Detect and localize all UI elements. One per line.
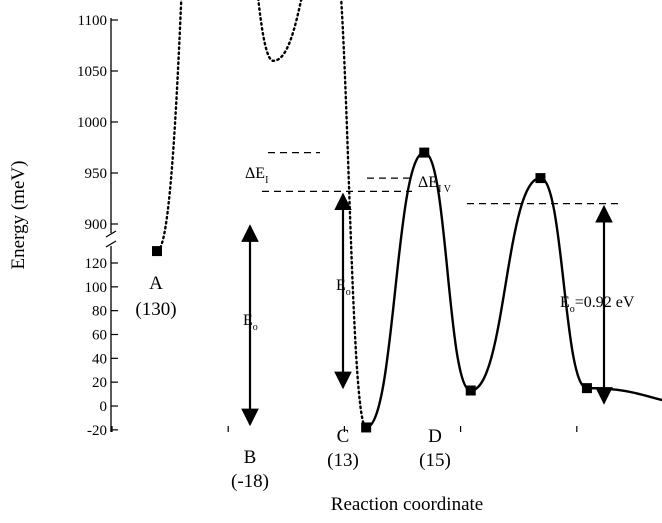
point-value-c: (13) — [327, 450, 359, 471]
point-label-b: B — [244, 447, 257, 468]
y-tick-label: 0 — [100, 399, 108, 415]
x-axis-title: Reaction coordinate — [331, 494, 483, 515]
point-label-c: C — [337, 426, 350, 447]
delta-e-iv-label: ΔEI V — [418, 174, 452, 195]
y-tick-label: 900 — [85, 217, 108, 233]
data-point-marker — [465, 385, 476, 396]
point-value-a: (130) — [135, 299, 176, 320]
data-point-marker — [419, 147, 430, 158]
axis-break-mark — [105, 240, 117, 248]
point-label-d: D — [428, 426, 442, 447]
data-point-marker — [535, 173, 546, 184]
axis-break-mark — [105, 230, 117, 238]
data-point-marker — [152, 246, 162, 257]
y-tick-label: 80 — [92, 304, 107, 320]
y-tick-label: 1050 — [77, 64, 107, 80]
delta-e-i-label: ΔEI — [245, 165, 268, 186]
y-tick-label: 1100 — [78, 13, 107, 29]
y-tick-label: 100 — [85, 280, 108, 296]
data-point-marker — [361, 422, 372, 433]
y-tick-label: 950 — [85, 166, 108, 182]
data-point-marker — [581, 383, 592, 394]
y-tick-label: 1000 — [77, 115, 107, 131]
y-tick-label: 60 — [92, 328, 107, 344]
point-value-b: (-18) — [231, 471, 269, 492]
y-tick-label: -20 — [87, 423, 107, 439]
y-tick-label: 40 — [92, 351, 107, 367]
y-axis-title: Energy (meV) — [8, 161, 29, 270]
point-label-a: A — [149, 273, 163, 294]
point-value-d: (15) — [419, 450, 451, 471]
y-tick-label: 120 — [85, 256, 108, 272]
solid-energy-curve — [365, 151, 662, 429]
dotted-energy-curve — [155, 0, 368, 429]
y-tick-label: 20 — [92, 375, 107, 391]
e0-label-right: Eo=0.92 eV — [560, 294, 635, 315]
